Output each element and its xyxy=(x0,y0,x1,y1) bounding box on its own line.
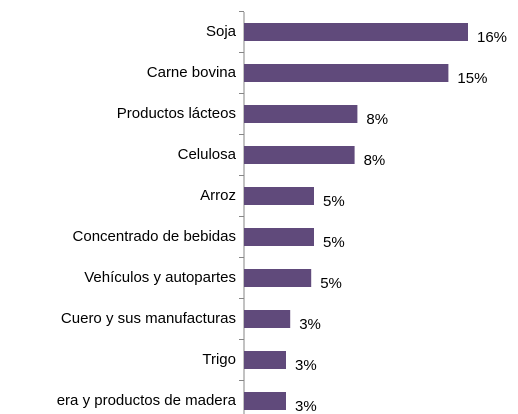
y-tick-label: Cuero y sus manufacturas xyxy=(61,310,236,327)
bar xyxy=(244,105,358,123)
data-label: 3% xyxy=(295,398,317,414)
y-tick-label: Productos lácteos xyxy=(117,105,236,122)
bar xyxy=(244,351,286,369)
data-label: 8% xyxy=(364,152,386,169)
y-tick-label: Soja xyxy=(206,23,237,40)
data-label: 3% xyxy=(295,357,317,374)
y-tick-label: Trigo xyxy=(202,351,236,368)
data-label: 5% xyxy=(320,275,342,292)
data-label: 3% xyxy=(299,316,321,333)
bar xyxy=(244,64,449,82)
y-tick-label: Arroz xyxy=(200,187,236,204)
y-tick-label: Celulosa xyxy=(178,146,237,163)
bar xyxy=(244,23,468,41)
data-label: 8% xyxy=(366,111,388,128)
bar xyxy=(244,146,355,164)
data-label: 16% xyxy=(477,29,507,46)
bar xyxy=(244,228,314,246)
data-label: 5% xyxy=(323,234,345,251)
y-tick-label: Concentrado de bebidas xyxy=(73,228,236,245)
y-tick-label: Carne bovina xyxy=(147,64,237,81)
bar xyxy=(244,187,314,205)
y-tick-label: era y productos de madera xyxy=(57,392,237,409)
bar xyxy=(244,392,286,410)
data-label: 15% xyxy=(457,70,487,87)
data-label: 5% xyxy=(323,193,345,210)
bar xyxy=(244,269,312,287)
bar xyxy=(244,310,291,328)
y-tick-label: Vehículos y autopartes xyxy=(84,269,236,286)
